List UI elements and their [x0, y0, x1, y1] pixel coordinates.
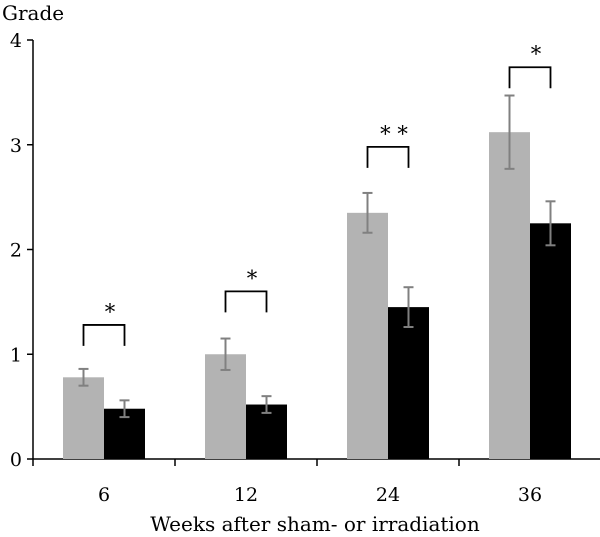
y-axis-label: Grade — [2, 1, 64, 25]
x-tick-label: 6 — [98, 484, 110, 506]
significance-label: * — [247, 266, 258, 290]
significance-label: * * — [380, 122, 408, 146]
bar — [530, 223, 571, 459]
x-tick-label: 24 — [376, 484, 400, 506]
bar — [205, 354, 246, 459]
x-tick-label: 12 — [234, 484, 258, 506]
significance-bracket — [366, 145, 410, 168]
x-axis-label: Weeks after sham- or irradiation — [150, 512, 480, 536]
significance-label: * — [105, 300, 116, 324]
significance-bracket — [508, 66, 552, 89]
bar — [388, 307, 429, 459]
y-tick-label: 2 — [10, 240, 22, 262]
bar — [63, 377, 104, 459]
y-tick-label: 4 — [10, 30, 22, 52]
significance-label: * — [531, 42, 542, 66]
significance-bracket — [224, 290, 268, 313]
significance-bracket — [82, 324, 126, 346]
y-tick-label: 3 — [10, 135, 22, 157]
bar — [489, 132, 530, 459]
x-tick-label: 36 — [518, 484, 542, 506]
y-tick-label: 1 — [10, 344, 22, 366]
y-tick-label: 0 — [10, 449, 22, 471]
bar — [347, 212, 388, 459]
